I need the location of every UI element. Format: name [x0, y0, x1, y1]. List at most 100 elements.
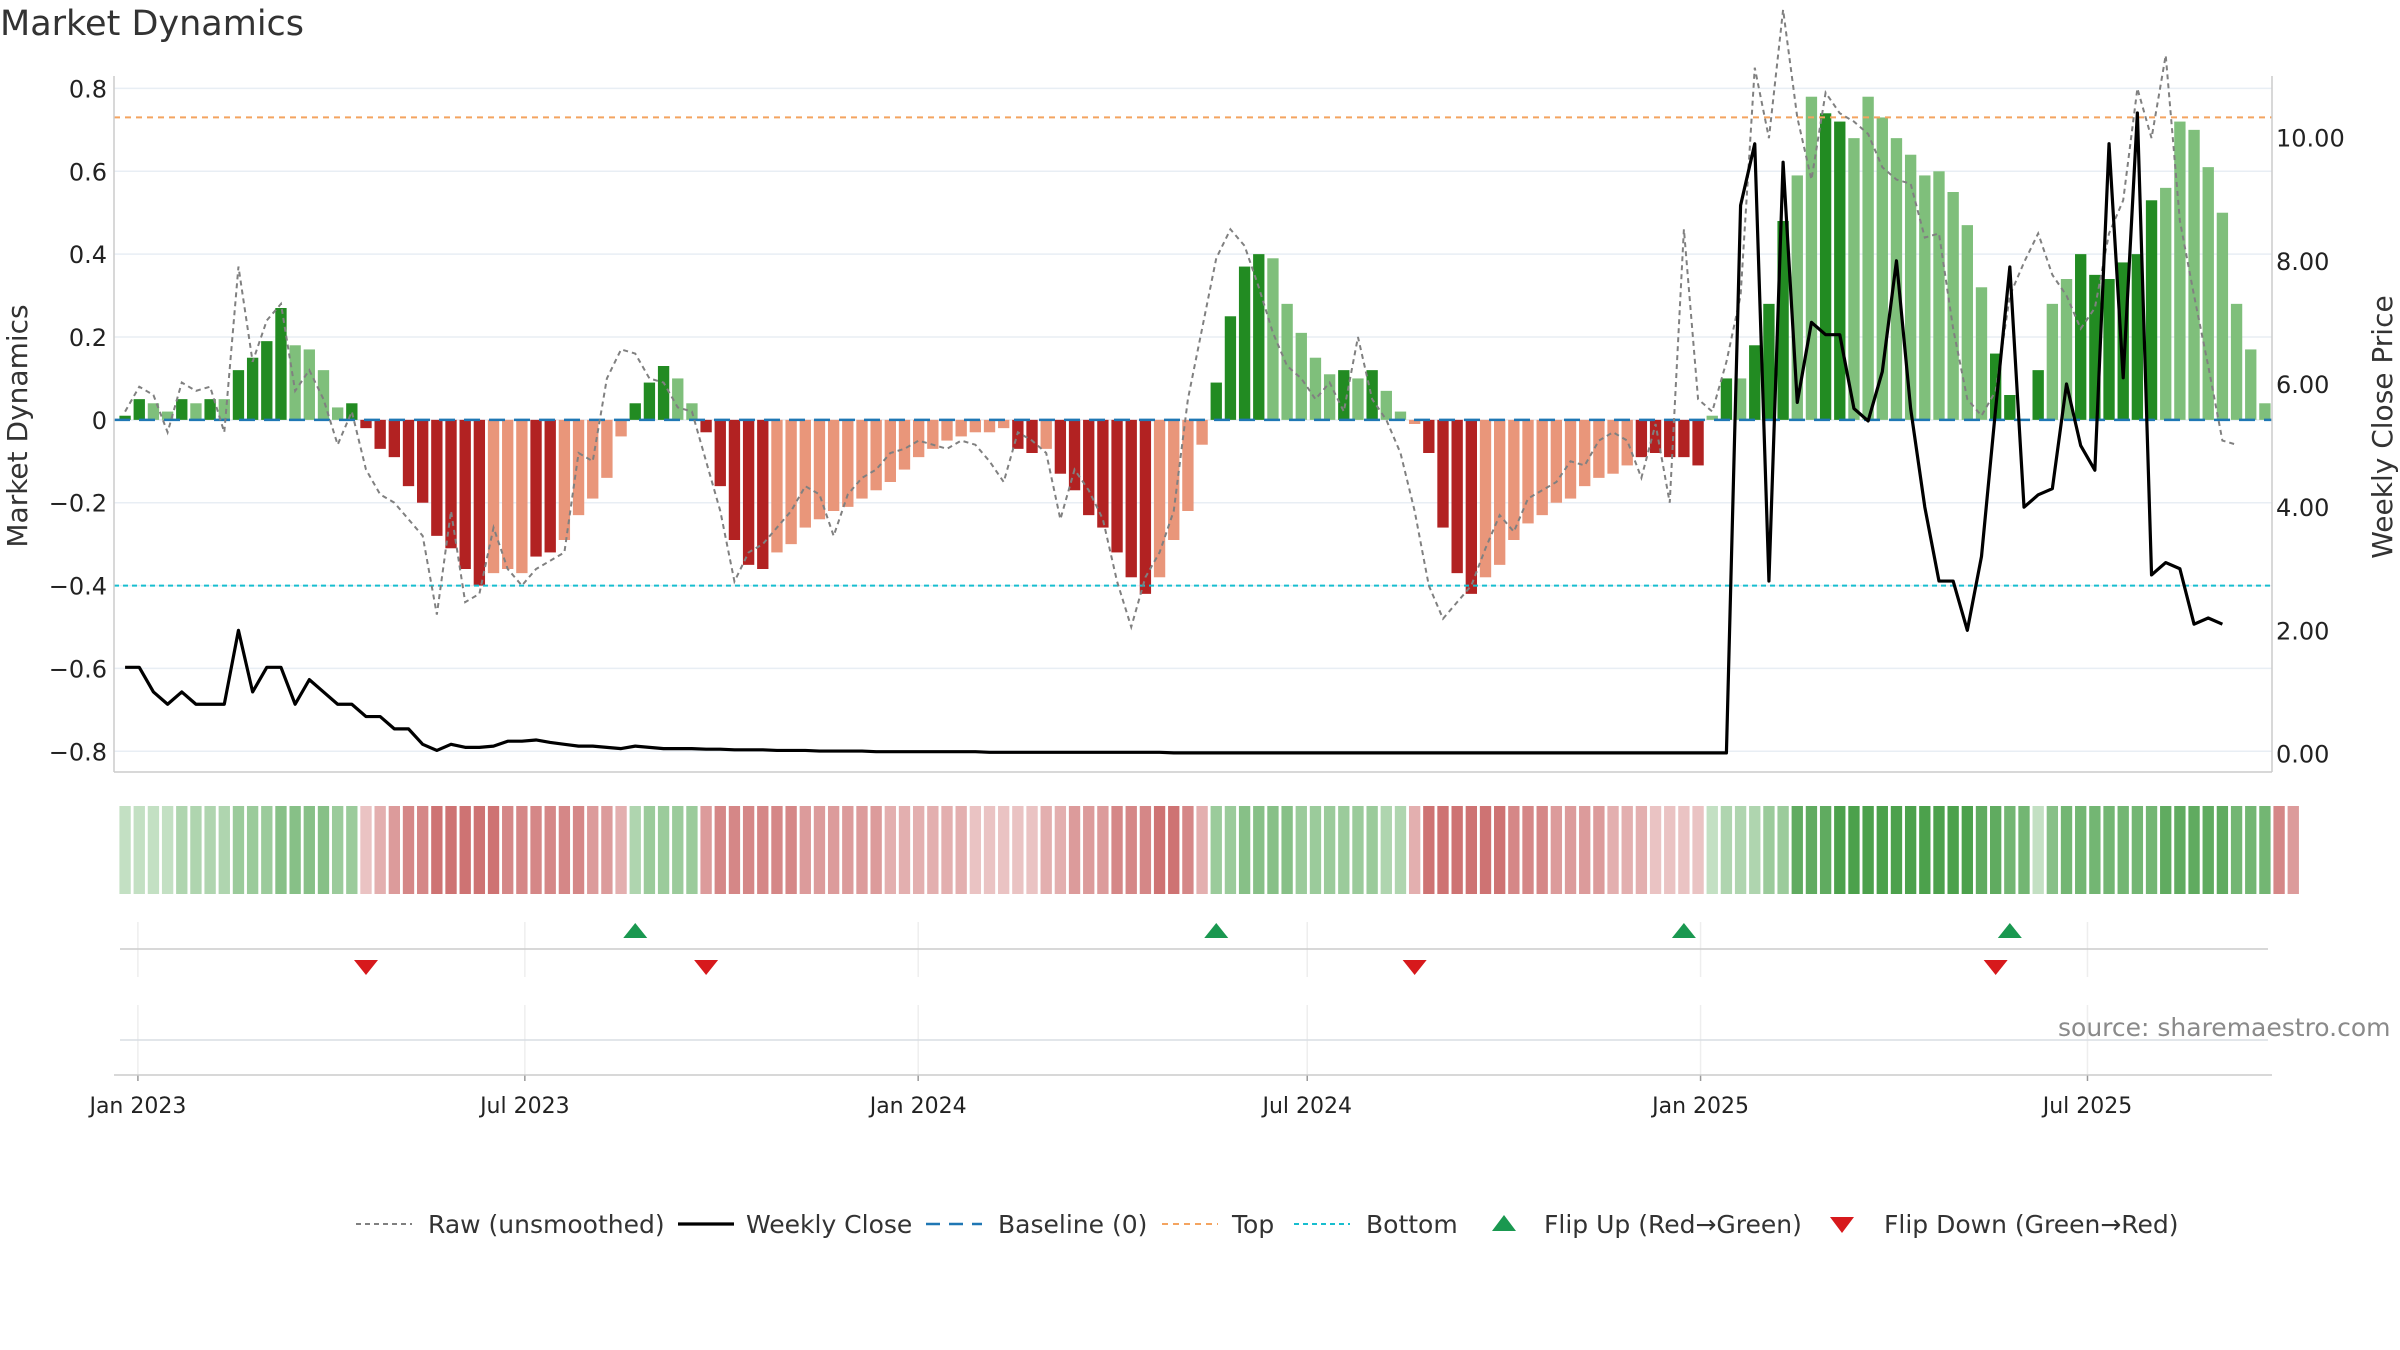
legend-label-top: Top [1231, 1210, 1274, 1239]
dynamics-bar [771, 419, 783, 553]
regime-strip-cell [1593, 806, 1605, 894]
dynamics-bar [1494, 419, 1506, 565]
y-left-tick-label: 0 [92, 407, 107, 435]
regime-strip-cell [969, 806, 982, 894]
flip-down-marker [353, 960, 378, 975]
dynamics-bar [1876, 117, 1888, 420]
dynamics-bar [1026, 419, 1038, 453]
regime-strip-cell [1975, 806, 1988, 894]
y-left-tick-label: −0.2 [49, 490, 107, 518]
dynamics-bar [1408, 419, 1421, 424]
dynamics-bar [1890, 138, 1903, 420]
dynamics-bar [2188, 129, 2200, 420]
regime-strip-cell [1139, 806, 1152, 894]
dynamics-bar [1423, 419, 1435, 453]
y-right-tick-label: 4.00 [2276, 494, 2329, 522]
regime-strip-cell [1947, 806, 1959, 894]
regime-strip-cell [2032, 806, 2044, 894]
dynamics-bar [133, 399, 145, 420]
dynamics-bar [1848, 138, 1860, 420]
dynamics-bar [1097, 419, 1109, 528]
dynamics-bar [2117, 262, 2129, 420]
dynamics-bar [2160, 187, 2172, 420]
dynamics-bar [530, 419, 542, 557]
dynamics-bar [1720, 378, 1733, 420]
dynamics-bar [1380, 390, 1392, 420]
dynamics-bar [1465, 419, 1478, 594]
dynamics-bar [1862, 96, 1874, 420]
y-right-tick-label: 10.00 [2276, 125, 2345, 153]
x-tick-label: Jul 2024 [1260, 1094, 1352, 1119]
regime-strip-cell [1380, 806, 1392, 894]
regime-strip-cell [1238, 806, 1251, 894]
x-tick-label: Jan 2023 [87, 1094, 186, 1119]
regime-strip-cell [898, 806, 911, 894]
dynamics-bar [572, 419, 585, 516]
regime-strip-cell [1919, 806, 1931, 894]
regime-strip-cell [785, 806, 797, 894]
dynamics-bar [842, 419, 854, 507]
y-left-tick-label: −0.4 [49, 573, 107, 601]
regime-strip-cell [1352, 806, 1364, 894]
regime-strip-cell [1210, 806, 1222, 894]
axes: 0.8 0.6 0.4 0.2 0 −0.2 −0.4 −0.6 −0.8 10.00 8.00 6.… [1, 75, 2399, 1119]
regime-strip-cell [1338, 806, 1350, 894]
regime-strip-cell [275, 806, 287, 894]
regime-strip-cell [1720, 806, 1733, 894]
regime-strip-cell [516, 806, 528, 894]
regime-strip-cell [983, 806, 996, 894]
dynamics-bar [147, 403, 160, 420]
regime-strip-cell [1989, 806, 2002, 894]
regime-strip-cell [1749, 806, 1761, 894]
regime-strip-cell [1083, 806, 1095, 894]
regime-strip-cell [1281, 806, 1293, 894]
dynamics-bar [544, 419, 556, 553]
regime-strip-cell [346, 806, 358, 894]
dynamics-bar [1635, 419, 1648, 458]
regime-strip-cell [317, 806, 330, 894]
flip-down-marker [694, 960, 719, 975]
dynamics-bar [1111, 419, 1123, 553]
dynamics-bar [1919, 175, 1931, 420]
regime-strip-cell [601, 806, 613, 894]
regime-strip-cell [842, 806, 854, 894]
regime-strip-cell [1054, 806, 1067, 894]
regime-strip-cell [487, 806, 500, 894]
y-left-tick-label: 0.8 [69, 75, 107, 103]
dynamics-bar [742, 419, 755, 565]
regime-strip-cell [1437, 806, 1449, 894]
weekly-close-line [125, 111, 2224, 755]
dynamics-bar [1749, 345, 1761, 420]
dynamics-bar [331, 407, 344, 420]
regime-strip-cell [445, 806, 457, 894]
regime-strip-cell [1323, 806, 1336, 894]
dynamics-bar [1933, 171, 1945, 420]
regime-strip-cell [1706, 806, 1718, 894]
dynamics-bar [615, 419, 627, 437]
source-note: source: sharemaestro.com [2058, 1013, 2391, 1042]
regime-strip-cell [2259, 806, 2271, 894]
dynamics-bar [190, 403, 202, 420]
y-right-tick-label: 6.00 [2276, 371, 2329, 399]
dynamics-bar [1777, 221, 1789, 420]
regime-strip-cell [1366, 806, 1378, 894]
regime-strip-cell [1734, 806, 1747, 894]
dynamics-bar [445, 419, 457, 549]
dynamics-bar [502, 419, 514, 569]
regime-strip-cell [1862, 806, 1874, 894]
regime-strip-cell [2245, 806, 2257, 894]
legend: Raw (unsmoothed) Weekly Close Baseline (0)… [356, 1210, 2179, 1239]
dynamics-bar [998, 419, 1010, 429]
dynamics-bar [1961, 225, 1973, 420]
dynamics-bar [912, 419, 925, 458]
regime-strip-cell [1777, 806, 1789, 894]
regime-strip-cell [2160, 806, 2172, 894]
dynamics-bar [459, 419, 471, 569]
y-left-tick-label: −0.8 [49, 738, 107, 766]
regime-strip-cell [1649, 806, 1662, 894]
regime-strip-cell [757, 806, 769, 894]
dynamics-bar [1125, 419, 1137, 578]
dynamics-bar [1692, 419, 1704, 466]
dynamics-bar [884, 419, 896, 482]
